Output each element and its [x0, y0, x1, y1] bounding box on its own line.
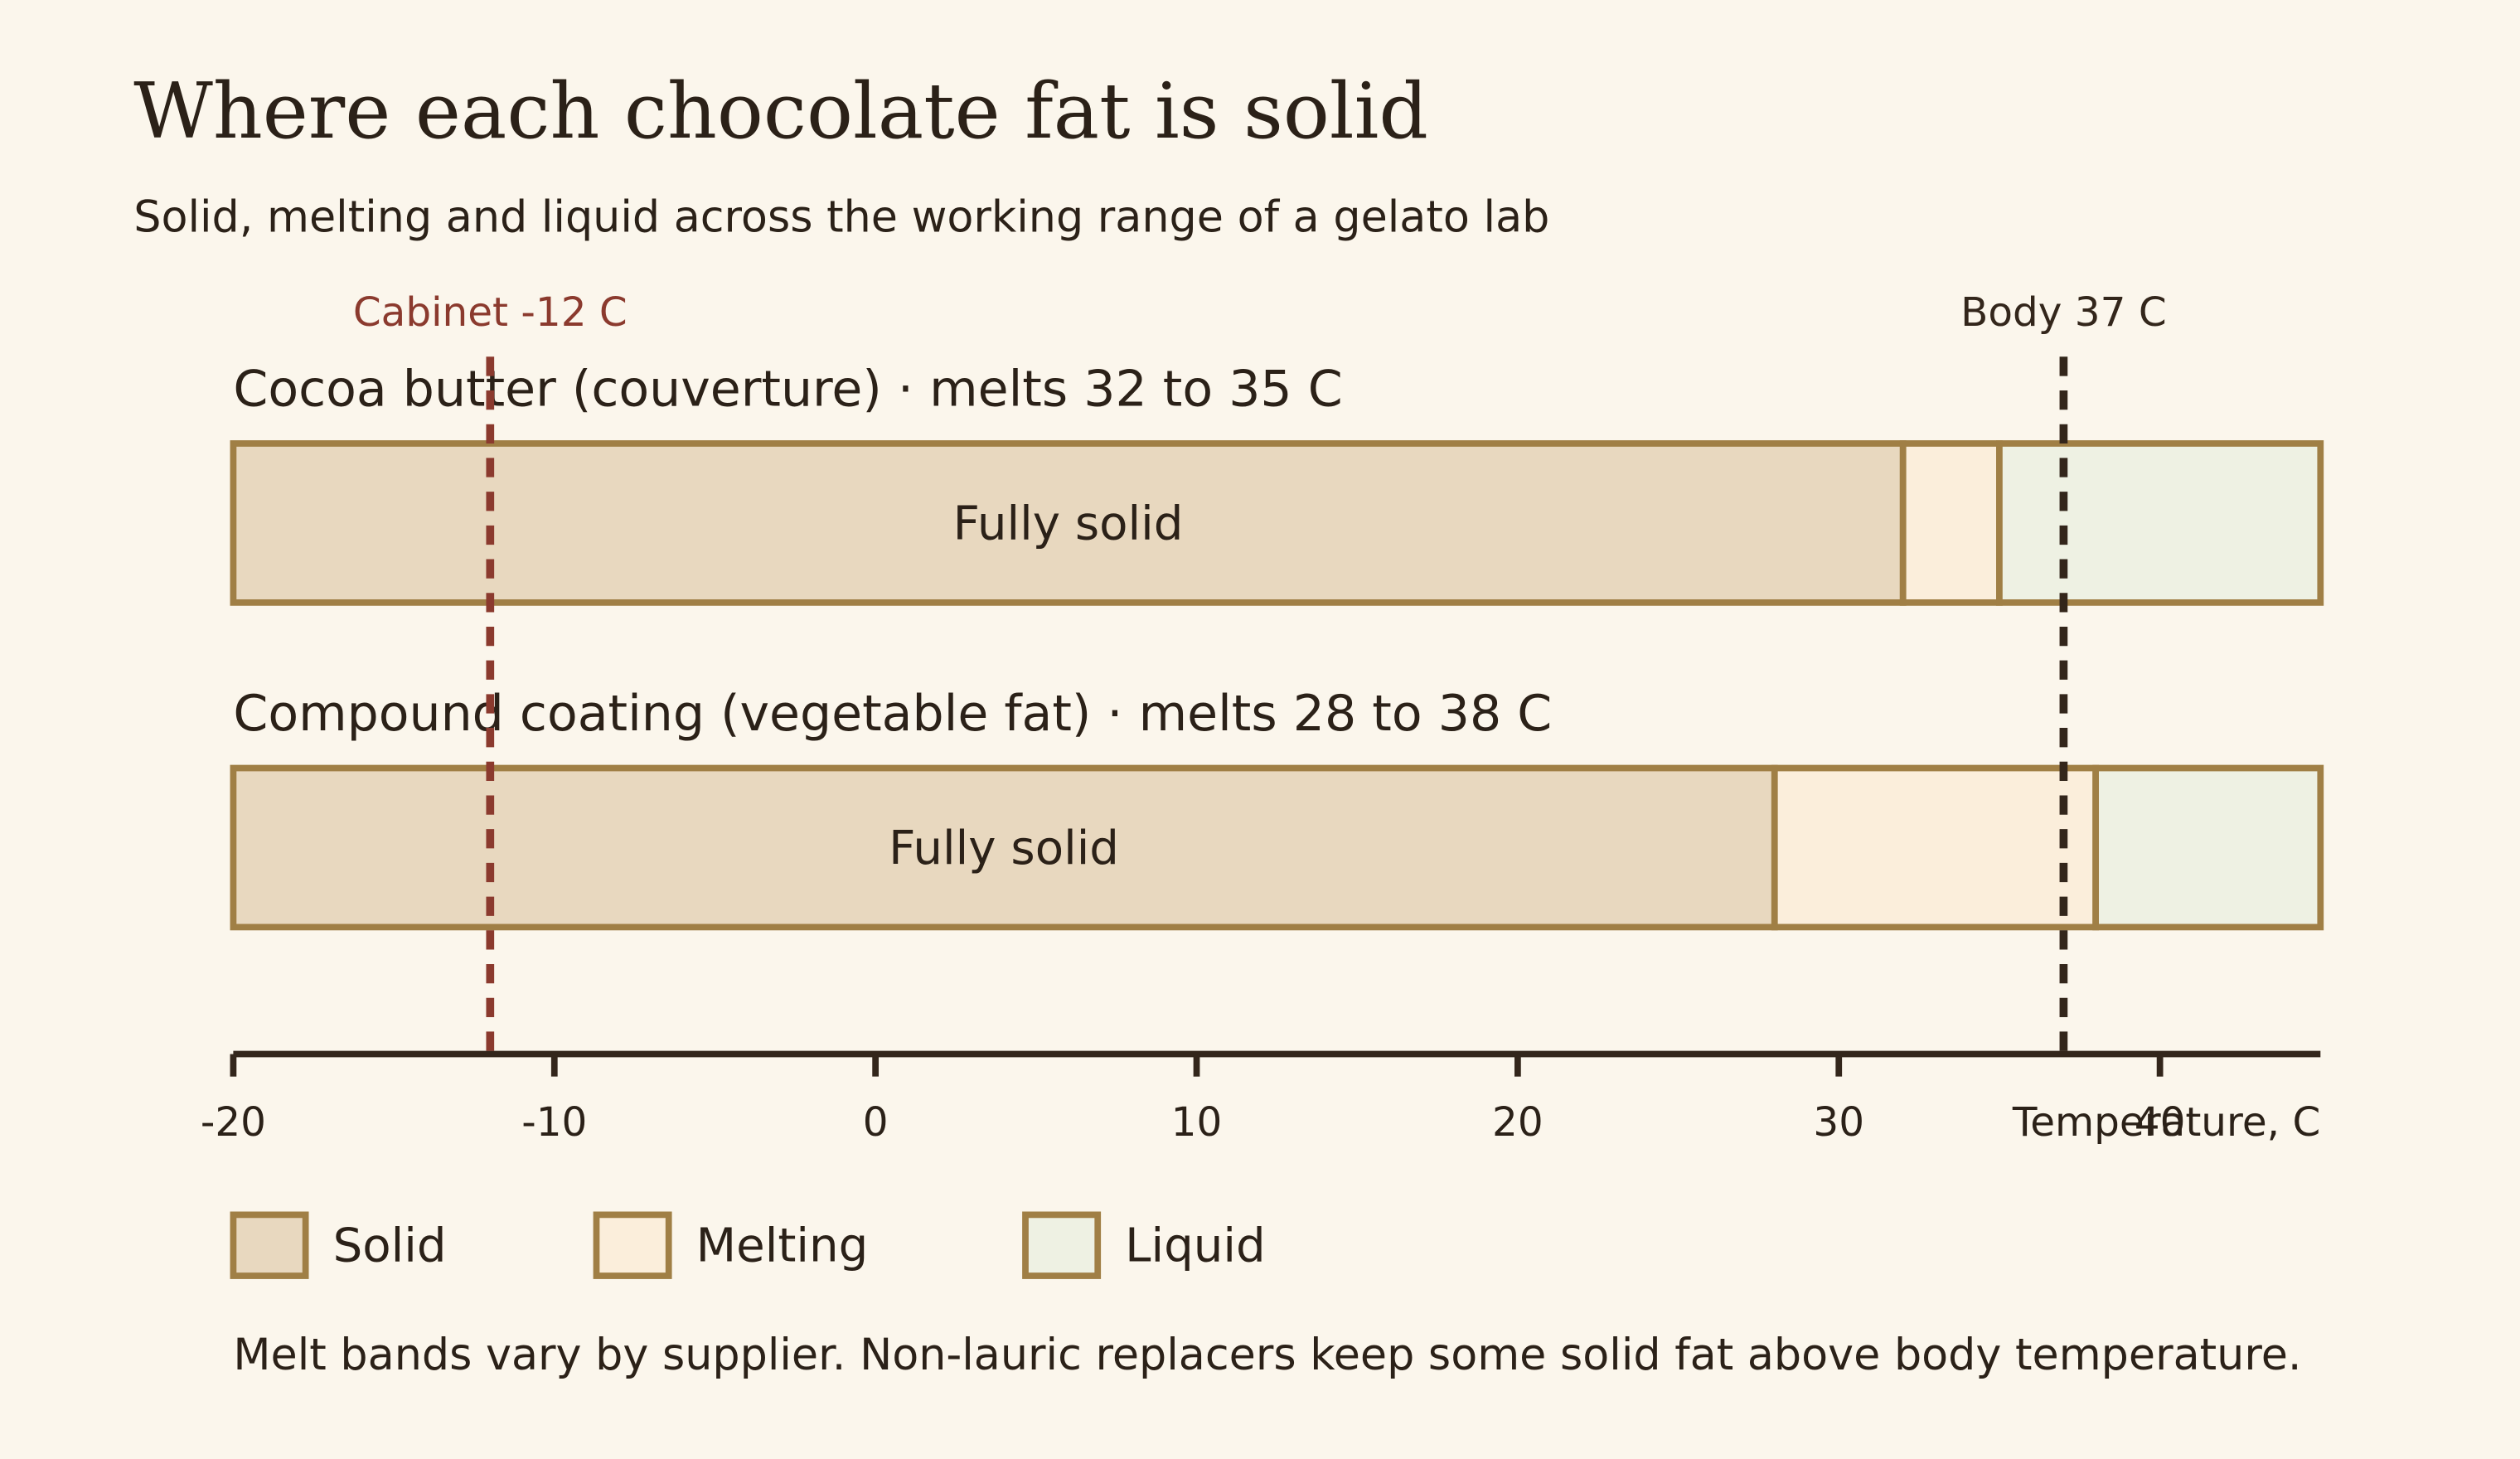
- reference-label: Body 37 C: [1960, 289, 2167, 336]
- legend-swatch: [593, 1211, 672, 1279]
- x-tick-label: 0: [863, 1099, 889, 1146]
- segment: [2092, 764, 2324, 931]
- segment: [1996, 440, 2324, 606]
- footnote: Melt bands vary by supplier. Non-lauric …: [233, 1330, 2301, 1380]
- legend-swatch: [1022, 1211, 1102, 1279]
- segment-label: Fully solid: [953, 497, 1184, 550]
- legend-label: Melting: [696, 1219, 869, 1273]
- x-axis-label: Temperature, C: [2012, 1099, 2320, 1146]
- x-tick-label: 30: [1813, 1099, 1864, 1146]
- x-tick-label: 20: [1492, 1099, 1544, 1146]
- legend-swatch: [230, 1211, 309, 1279]
- x-tick-label: 40: [2135, 1099, 2186, 1146]
- chart-subtitle: Solid, melting and liquid across the wor…: [133, 192, 1549, 243]
- row-label: Cocoa butter (couverture) · melts 32 to …: [233, 361, 1342, 419]
- x-tick-label: -20: [201, 1099, 266, 1146]
- segment: [1899, 440, 2003, 606]
- row-label: Compound coating (vegetable fat) · melts…: [233, 685, 1552, 743]
- segment-label: Fully solid: [889, 822, 1119, 875]
- segment: [1771, 764, 2100, 931]
- chart-title: Where each chocolate fat is solid: [133, 66, 1428, 156]
- x-tick-label: -10: [521, 1099, 587, 1146]
- reference-label: Cabinet -12 C: [353, 289, 628, 336]
- legend-label: Solid: [333, 1219, 447, 1273]
- x-tick-label: 10: [1171, 1099, 1223, 1146]
- legend-label: Liquid: [1125, 1219, 1266, 1273]
- segment: [230, 440, 1907, 606]
